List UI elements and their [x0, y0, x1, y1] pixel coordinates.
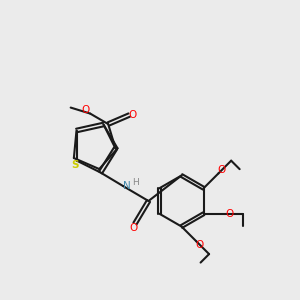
Text: O: O [82, 105, 90, 115]
Text: S: S [71, 160, 79, 170]
Text: O: O [225, 209, 233, 219]
Text: O: O [129, 223, 138, 233]
Text: N: N [123, 181, 130, 191]
Text: H: H [132, 178, 139, 187]
Text: O: O [129, 110, 137, 120]
Text: O: O [195, 239, 204, 250]
Text: O: O [218, 165, 226, 175]
